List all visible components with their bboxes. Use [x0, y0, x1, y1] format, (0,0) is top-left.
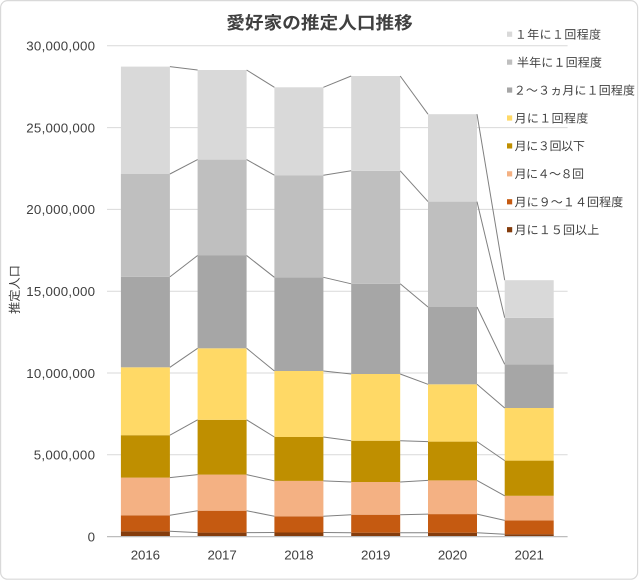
svg-text:2019: 2019 [361, 548, 390, 563]
svg-text:2021: 2021 [515, 548, 544, 563]
svg-text:2016: 2016 [131, 548, 160, 563]
svg-text:15,000,000: 15,000,000 [26, 284, 95, 299]
svg-text:20,000,000: 20,000,000 [26, 202, 95, 217]
svg-text:2017: 2017 [207, 548, 236, 563]
svg-text:25,000,000: 25,000,000 [26, 120, 95, 135]
svg-text:0: 0 [88, 530, 95, 545]
svg-text:30,000,000: 30,000,000 [26, 39, 95, 54]
svg-text:2020: 2020 [438, 548, 467, 563]
svg-text:5,000,000: 5,000,000 [34, 448, 95, 463]
svg-text:2018: 2018 [284, 548, 313, 563]
svg-text:10,000,000: 10,000,000 [26, 366, 95, 381]
